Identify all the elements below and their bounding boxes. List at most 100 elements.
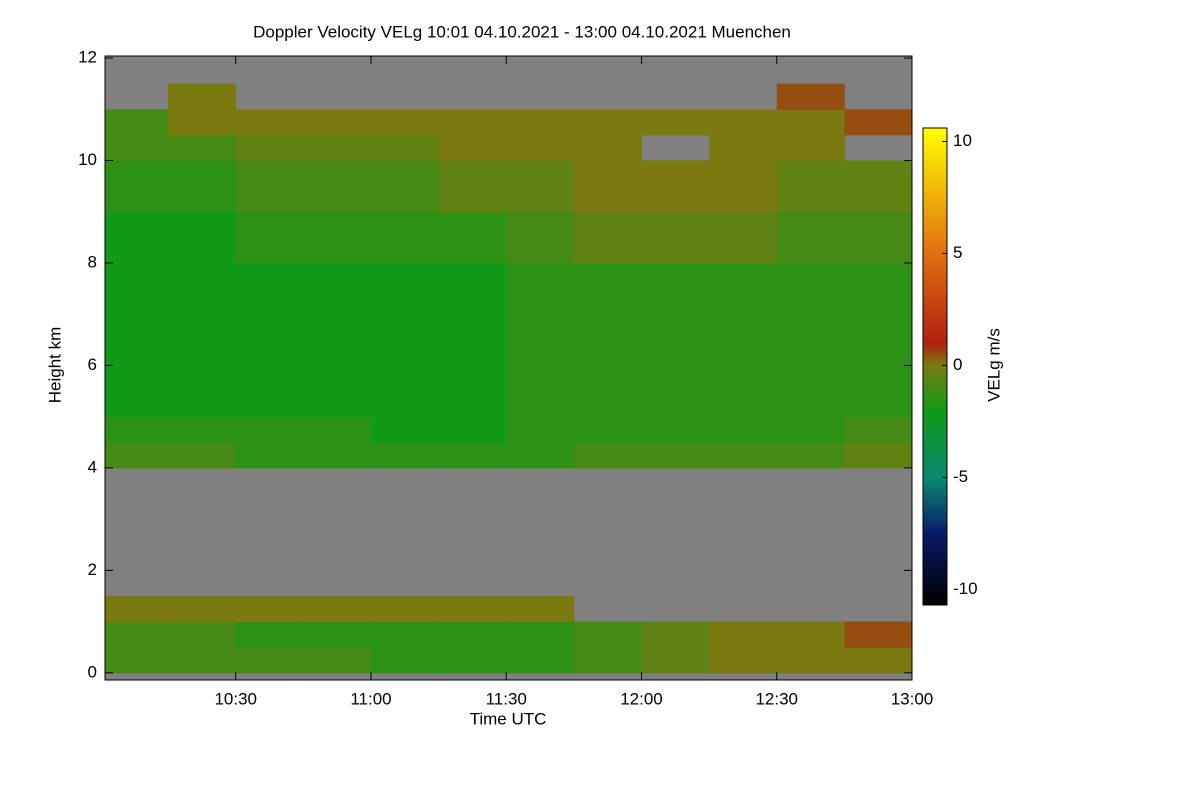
heatmap-cell (303, 391, 372, 418)
heatmap-cell (370, 314, 440, 341)
heatmap-cell (235, 186, 304, 213)
heatmap-cell (370, 186, 440, 213)
heatmap-cell (844, 237, 913, 264)
y-axis-label: Height km (45, 327, 64, 404)
heatmap-cell (776, 211, 845, 238)
heatmap-cell (235, 288, 304, 315)
heatmap-cell (573, 211, 642, 238)
heatmap-cell (303, 237, 372, 264)
heatmap-cell (303, 109, 372, 136)
heatmap-cell (105, 621, 169, 648)
heatmap-cell (168, 595, 237, 623)
heatmap-cell (844, 391, 913, 418)
heatmap-cell (709, 416, 778, 443)
y-tick-label: 2 (88, 560, 97, 579)
heatmap-cell (438, 416, 507, 443)
heatmap-cell (303, 339, 372, 366)
heatmap-cell (303, 186, 372, 213)
heatmap-cell (776, 237, 845, 264)
heatmap-cell (438, 237, 507, 264)
heatmap-cell (235, 237, 304, 264)
heatmap-cell (303, 365, 372, 392)
heatmap-cell (438, 288, 507, 315)
heatmap-cell (303, 416, 372, 443)
heatmap-cell (168, 211, 237, 238)
heatmap-cell (506, 160, 575, 187)
heatmap-cell (168, 262, 237, 290)
heatmap-cell (641, 339, 710, 366)
heatmap-cell (105, 416, 169, 443)
y-tick-label: 0 (88, 662, 97, 681)
heatmap-cell (370, 621, 440, 648)
heatmap-cell (776, 365, 845, 392)
heatmap-cell (235, 262, 304, 290)
heatmap-cell (105, 595, 169, 623)
heatmap-cell (235, 339, 304, 366)
heatmap-cell (168, 83, 237, 110)
x-axis-label: Time UTC (470, 709, 547, 728)
heatmap-cell (709, 442, 778, 469)
heatmap-cell (573, 365, 642, 392)
heatmap-cell (168, 621, 237, 648)
colorbar-tick-label: 0 (953, 355, 962, 374)
heatmap-cell (641, 160, 710, 187)
heatmap-cell (438, 647, 507, 674)
heatmap-cell (573, 442, 642, 469)
heatmap-cell (370, 262, 440, 290)
heatmap-cell (506, 391, 575, 418)
heatmap-cell (506, 109, 575, 136)
heatmap-cell (776, 109, 845, 136)
heatmap-cell (438, 391, 507, 418)
heatmap-cell (506, 314, 575, 341)
heatmap-cell (573, 621, 642, 648)
heatmap-cell (573, 262, 642, 290)
heatmap-cell (573, 134, 642, 162)
heatmap-cell (235, 314, 304, 341)
heatmap-cell (370, 595, 440, 623)
heatmap-cell (844, 314, 913, 341)
heatmap-cell (506, 186, 575, 213)
heatmap-cell (438, 262, 507, 290)
heatmap-cell (844, 288, 913, 315)
heatmap-cell (168, 237, 237, 264)
heatmap-cell (235, 595, 304, 623)
heatmap-cell (776, 416, 845, 443)
heatmap-cell (168, 288, 237, 315)
heatmap-cell (506, 442, 575, 469)
heatmap-cell (235, 365, 304, 392)
plot-frame (104, 55, 913, 681)
heatmap-cell (709, 262, 778, 290)
heatmap-cell (438, 595, 507, 623)
heatmap-cell (105, 262, 169, 290)
heatmap-cell (303, 288, 372, 315)
heatmap-cell (776, 262, 845, 290)
heatmap-cell (370, 134, 440, 162)
heatmap-cell (438, 339, 507, 366)
heatmap-cell (709, 288, 778, 315)
heatmap-cell (506, 647, 575, 674)
heatmap-cell (168, 134, 237, 162)
heatmap-cell (168, 365, 237, 392)
heatmap-cell (641, 109, 710, 136)
heatmap-cell (844, 186, 913, 213)
heatmap (105, 56, 913, 680)
heatmap-cell (438, 160, 507, 187)
colorbar-tick-label: -5 (953, 467, 968, 486)
heatmap-cell (370, 647, 440, 674)
heatmap-cell (370, 211, 440, 238)
heatmap-cell (303, 211, 372, 238)
colorbar-label: VELg m/s (984, 328, 1003, 402)
heatmap-cell (844, 160, 913, 187)
heatmap-cell (844, 442, 913, 469)
heatmap-cell (776, 83, 845, 110)
heatmap-cell (235, 109, 304, 136)
heatmap-cell (776, 647, 845, 674)
heatmap-cell (709, 211, 778, 238)
heatmap-cell (573, 186, 642, 213)
heatmap-cell (105, 160, 169, 187)
heatmap-cell (641, 288, 710, 315)
heatmap-cell (303, 134, 372, 162)
heatmap-cell (776, 621, 845, 648)
heatmap-cell (168, 109, 237, 136)
